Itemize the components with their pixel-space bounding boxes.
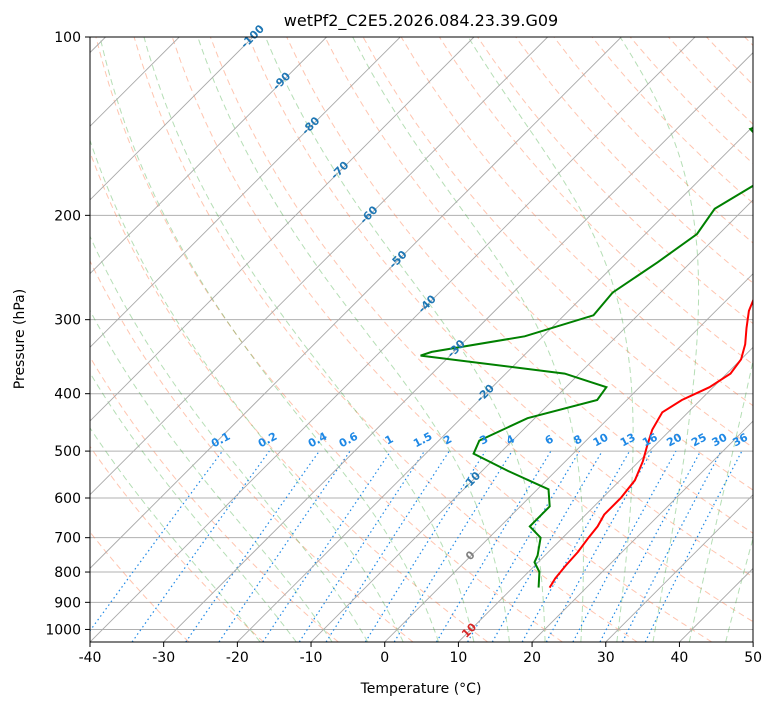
isotherm-line xyxy=(679,37,775,642)
dry-adiabat-line xyxy=(554,37,775,642)
profile-lines xyxy=(421,29,775,587)
x-tick-label: -20 xyxy=(226,650,249,666)
x-tick-label: -10 xyxy=(300,650,323,666)
y-tick-label: 600 xyxy=(54,491,81,507)
moist-adiabat-line xyxy=(689,24,775,642)
x-tick-label: 10 xyxy=(449,650,467,666)
mixing-ratio-label: 8 xyxy=(571,432,584,447)
y-tick-label: 400 xyxy=(54,387,81,403)
dry-adiabat-line xyxy=(516,37,775,642)
y-tick-label: 900 xyxy=(54,595,81,611)
isotherm-line xyxy=(311,37,775,642)
dewpoint-profile-line xyxy=(421,29,775,587)
y-tick-label: 1000 xyxy=(45,622,81,638)
isotherm-label: -90 xyxy=(270,69,293,92)
mixing-ratio-label: 0.1 xyxy=(209,430,232,451)
isotherm-line xyxy=(16,37,621,642)
y-tick-label: 100 xyxy=(54,30,81,46)
dry-adiabat-line xyxy=(707,37,775,642)
chart-title: wetPf2_C2E5.2026.084.23.39.G09 xyxy=(284,11,558,31)
mixing-ratio-line xyxy=(326,451,449,642)
isotherm-label: -70 xyxy=(328,159,351,182)
dry-adiabat-line xyxy=(0,37,189,642)
moist-adiabat-line xyxy=(346,24,583,642)
isotherm-label: -20 xyxy=(474,381,497,404)
moist-adiabat-line xyxy=(97,24,438,642)
dry-adiabat-line xyxy=(592,37,775,642)
mixing-ratio-label: 1 xyxy=(383,432,396,447)
x-tick-label: 30 xyxy=(597,650,615,666)
y-tick-label: 300 xyxy=(54,313,81,329)
mixing-ratio-label: 13 xyxy=(618,431,638,450)
moist-adiabat-line xyxy=(726,24,775,642)
mixing-ratio-label: 36 xyxy=(730,431,750,450)
x-tick-label: -30 xyxy=(152,650,175,666)
moist-adiabat-line xyxy=(30,24,368,642)
isotherm-label: 0 xyxy=(463,548,478,563)
mixing-ratio-line xyxy=(573,451,676,642)
mixing-ratio-label: 1.5 xyxy=(411,430,434,451)
mixing-ratio-label: 0.2 xyxy=(256,430,279,451)
isotherm-line xyxy=(0,37,474,642)
y-tick-label: 800 xyxy=(54,565,81,581)
isotherm-line xyxy=(753,37,775,642)
isotherm-line xyxy=(532,37,775,642)
x-tick-label: 50 xyxy=(744,650,762,666)
dry-adiabat-line xyxy=(0,37,338,642)
isotherm-label: -60 xyxy=(357,203,380,226)
mixing-ratio-label: 3 xyxy=(477,432,490,447)
dry-adiabat-line xyxy=(58,37,488,642)
isotherm-line xyxy=(0,37,327,642)
moist-adiabat-line xyxy=(141,24,474,642)
mixing-ratio-label: 0.6 xyxy=(337,430,361,451)
moist-adiabat-line xyxy=(2,24,332,642)
dry-adiabat-line xyxy=(668,37,775,642)
moist-adiabat-line xyxy=(0,24,260,642)
x-tick-label: -40 xyxy=(79,650,102,666)
y-tick-label: 500 xyxy=(54,444,81,460)
mixing-ratio-line xyxy=(394,451,512,642)
isotherm-label: -30 xyxy=(445,337,468,360)
x-axis-label: Temperature (°C) xyxy=(360,681,482,697)
mixing-ratio-label: 30 xyxy=(710,431,730,450)
isotherm-line xyxy=(90,37,695,642)
x-tick-label: 0 xyxy=(380,650,389,666)
x-tick-label: 20 xyxy=(523,650,541,666)
mixing-ratio-line xyxy=(600,451,701,642)
isotherm-line xyxy=(385,37,775,642)
mixing-ratio-label: 4 xyxy=(504,432,517,447)
mixing-ratio-line xyxy=(82,451,223,642)
dry-adiabat-line xyxy=(439,37,775,642)
mixing-ratio-label: 2 xyxy=(441,432,454,447)
isotherm-line xyxy=(0,37,400,642)
mixing-ratio-label: 0.4 xyxy=(306,430,330,451)
moist-adiabat-line xyxy=(260,24,545,642)
mixing-ratio-line xyxy=(645,451,742,642)
mixing-ratio-line xyxy=(132,451,269,642)
isotherm-label: -80 xyxy=(299,114,322,137)
y-tick-label: 200 xyxy=(54,208,81,224)
dry-adiabat-line xyxy=(210,37,775,642)
temperature-profile-line xyxy=(550,29,775,587)
dry-adiabat-line xyxy=(0,37,264,642)
background-lines xyxy=(0,24,775,642)
y-axis-label: Pressure (hPa) xyxy=(12,289,28,389)
moist-adiabat-line xyxy=(61,24,403,642)
mixing-ratio-label: 16 xyxy=(640,431,660,450)
isotherms xyxy=(0,37,775,642)
mixing-ratio-line xyxy=(299,451,424,642)
y-tick-label: 700 xyxy=(54,531,81,547)
dry-adiabat-line xyxy=(20,37,413,642)
mixing-ratio-line xyxy=(263,451,391,642)
isotherm-label: -10 xyxy=(460,469,483,492)
mixing-ratio-line xyxy=(219,451,350,642)
mixing-ratio-label: 6 xyxy=(543,432,556,447)
x-tick-label: 40 xyxy=(671,650,689,666)
moist-adiabat-line xyxy=(194,24,510,642)
grid-layer xyxy=(90,37,753,629)
dry-adiabat-line xyxy=(134,37,637,642)
